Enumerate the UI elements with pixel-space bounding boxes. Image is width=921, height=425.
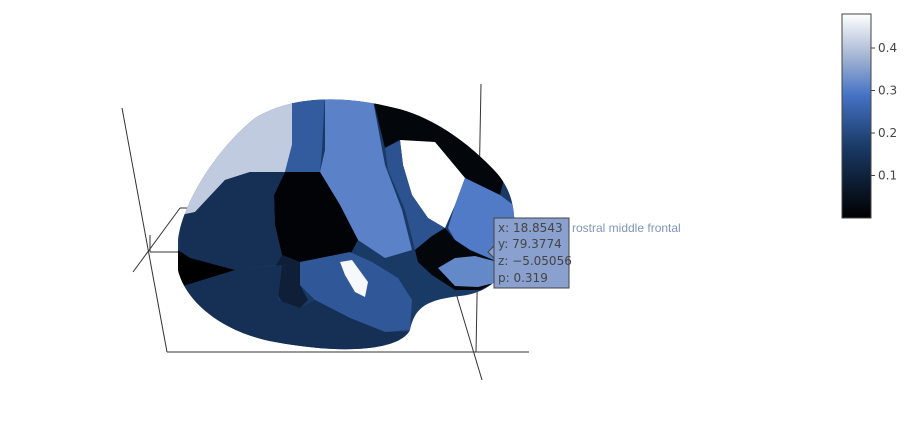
region-rostral-middle-frontal[interactable] — [438, 256, 498, 287]
brain-surface[interactable] — [170, 90, 520, 352]
colorbar-tick-label: 0.2 — [878, 126, 897, 140]
colorbar-tick-label: 0.1 — [878, 169, 897, 183]
hover-trace-name: rostral middle frontal — [572, 221, 681, 235]
hover-line: y: 79.3774 — [498, 237, 562, 251]
region-superior-parietal[interactable] — [400, 140, 465, 228]
scene-axes — [121, 83, 529, 381]
colorbar-tick-label: 0.4 — [878, 41, 897, 55]
hover-box — [493, 217, 570, 289]
axis-line — [132, 207, 181, 273]
colorbar-gradient — [841, 13, 872, 219]
region-inferior-parietal[interactable] — [385, 140, 445, 250]
region-orbitofrontal[interactable] — [170, 245, 235, 290]
region-postcentral[interactable] — [372, 95, 505, 195]
region-supramarginal[interactable] — [274, 172, 358, 262]
axis-line — [454, 289, 483, 381]
axis-line — [121, 107, 168, 353]
region-precentral[interactable] — [320, 90, 412, 258]
region-pars[interactable] — [180, 172, 285, 270]
colorbar: 0.1 0.2 0.3 0.4 — [841, 13, 897, 219]
hover-line: p: 0.319 — [498, 271, 548, 285]
region-caudal-middle-frontal[interactable] — [285, 90, 325, 172]
hover-line: z: −5.05056 — [498, 254, 572, 268]
colorbar-tick-label: 0.3 — [878, 84, 897, 98]
hover-tooltip: x: 18.8543 y: 79.3774 z: −5.05056 p: 0.3… — [487, 217, 681, 289]
hover-line: x: 18.8543 — [498, 221, 563, 235]
colorbar-ticks: 0.1 0.2 0.3 0.4 — [871, 41, 897, 183]
region-temporal-patch[interactable] — [340, 260, 368, 297]
